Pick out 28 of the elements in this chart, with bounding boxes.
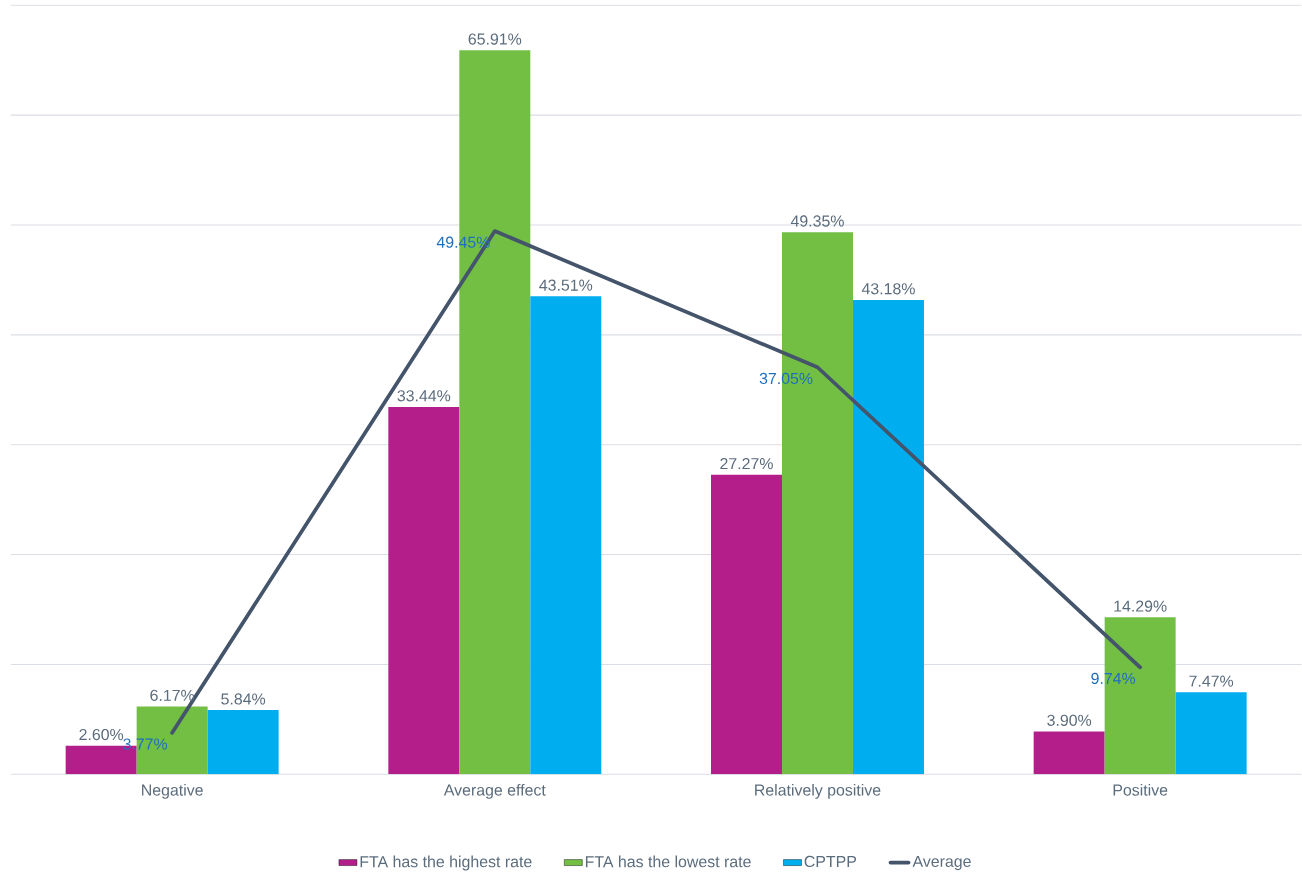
- x-tick-label: Negative: [142, 784, 203, 799]
- data-label: 6.17%: [150, 689, 195, 702]
- legend-label: FTA has the highest rate: [360, 855, 532, 871]
- bar: [207, 710, 279, 775]
- data-label: 14.29%: [1114, 600, 1167, 612]
- legend-label: CPTPP: [804, 855, 857, 868]
- legend-label: FTA has the lowest rate: [585, 855, 751, 868]
- bar: [852, 300, 924, 775]
- bar: [711, 474, 782, 775]
- bar: [530, 296, 602, 775]
- data-label: 43.18%: [861, 283, 915, 295]
- data-label: 43.51%: [539, 279, 593, 291]
- data-label: 33.44%: [397, 390, 451, 402]
- x-tick-label: Relatively positive: [755, 784, 881, 799]
- data-label: 5.84%: [221, 693, 266, 705]
- data-label: 49.45%: [436, 236, 490, 248]
- data-label: 27.27%: [720, 458, 773, 470]
- bar: [1175, 692, 1247, 775]
- bar: [388, 407, 460, 775]
- data-label: 3.90%: [1047, 714, 1092, 727]
- data-label: 65.91%: [468, 33, 522, 45]
- bar: [1033, 731, 1105, 775]
- data-label: 49.35%: [790, 215, 844, 227]
- x-tick-label: Positive: [1113, 784, 1168, 796]
- legend-label: Average: [912, 856, 971, 871]
- data-label: 2.60%: [79, 729, 124, 741]
- data-label: 7.47%: [1189, 675, 1234, 687]
- x-tick-label: Average effect: [443, 784, 546, 799]
